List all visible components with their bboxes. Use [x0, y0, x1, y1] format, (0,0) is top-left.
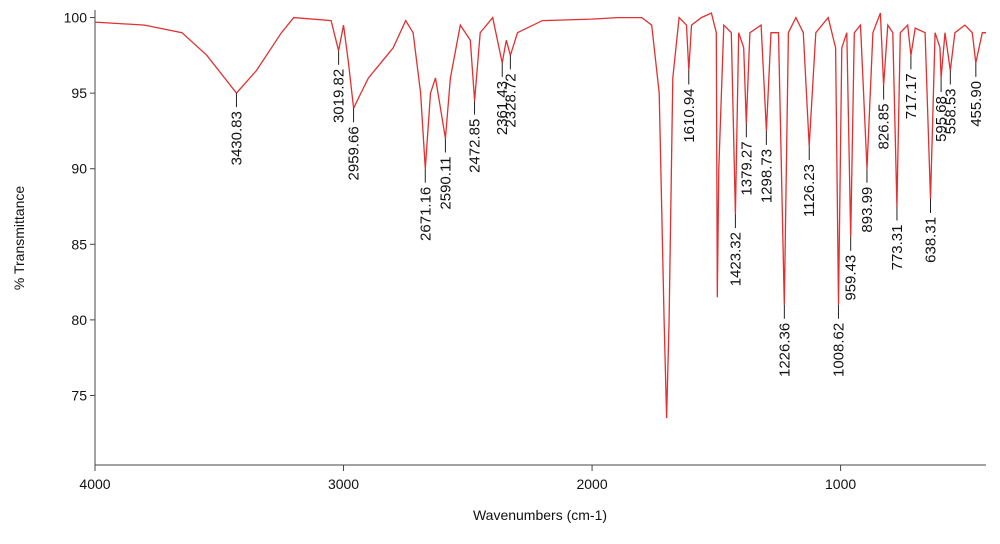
peak-label: 595.68 — [933, 96, 950, 142]
peak-label: 1298.73 — [758, 149, 775, 203]
peak-label: 2361.43 — [494, 81, 511, 135]
y-tick-label: 90 — [71, 161, 87, 177]
peak-label: 455.90 — [968, 81, 985, 127]
peak-label: 2328.72 — [502, 73, 519, 127]
y-axis-label: % Transmittance — [11, 186, 27, 290]
peak-label: 826.85 — [876, 104, 893, 150]
peak-label: 1610.94 — [681, 88, 698, 142]
peak-label: 3430.83 — [228, 111, 245, 165]
x-axis-label: Wavenumbers (cm-1) — [473, 507, 607, 523]
spectrum-line — [94, 12, 986, 419]
x-tick-label: 2000 — [576, 476, 607, 492]
peak-label: 717.17 — [903, 73, 920, 119]
peak-label: 3019.82 — [331, 69, 348, 123]
peak-label: 1379.27 — [738, 141, 755, 195]
peak-label: 1423.32 — [727, 232, 744, 286]
peak-label: 2671.16 — [417, 187, 434, 241]
peak-label: 558.53 — [942, 88, 959, 134]
y-tick-label: 100 — [64, 10, 88, 26]
peak-label: 1008.62 — [830, 323, 847, 377]
peak-label: 2472.85 — [467, 119, 484, 173]
peak-label: 2959.66 — [346, 126, 363, 180]
y-tick-label: 95 — [71, 85, 87, 101]
x-tick-label: 3000 — [328, 476, 359, 492]
peak-label: 1126.23 — [801, 164, 818, 217]
x-tick-label: 4000 — [79, 476, 110, 492]
peak-label: 1226.36 — [776, 323, 793, 377]
x-tick-label: 1000 — [825, 476, 856, 492]
y-tick-label: 80 — [71, 312, 87, 328]
y-tick-label: 85 — [71, 236, 87, 252]
peak-label: 773.31 — [889, 225, 906, 271]
peak-label: 893.99 — [859, 187, 876, 233]
peak-label: 638.31 — [922, 217, 939, 263]
y-tick-label: 75 — [71, 387, 87, 403]
peak-label: 2590.11 — [437, 156, 454, 209]
peak-label: 959.43 — [843, 255, 860, 301]
